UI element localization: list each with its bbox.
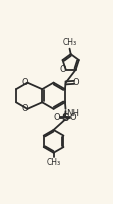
Text: O: O	[59, 65, 66, 74]
Text: CH₃: CH₃	[46, 159, 60, 167]
Text: O: O	[22, 78, 28, 87]
Text: NH: NH	[65, 109, 78, 118]
Text: O: O	[53, 113, 60, 122]
Text: S: S	[61, 113, 68, 123]
Text: CH₃: CH₃	[62, 38, 76, 47]
Text: O: O	[69, 113, 76, 122]
Text: O: O	[22, 104, 28, 113]
Text: O: O	[72, 78, 79, 87]
